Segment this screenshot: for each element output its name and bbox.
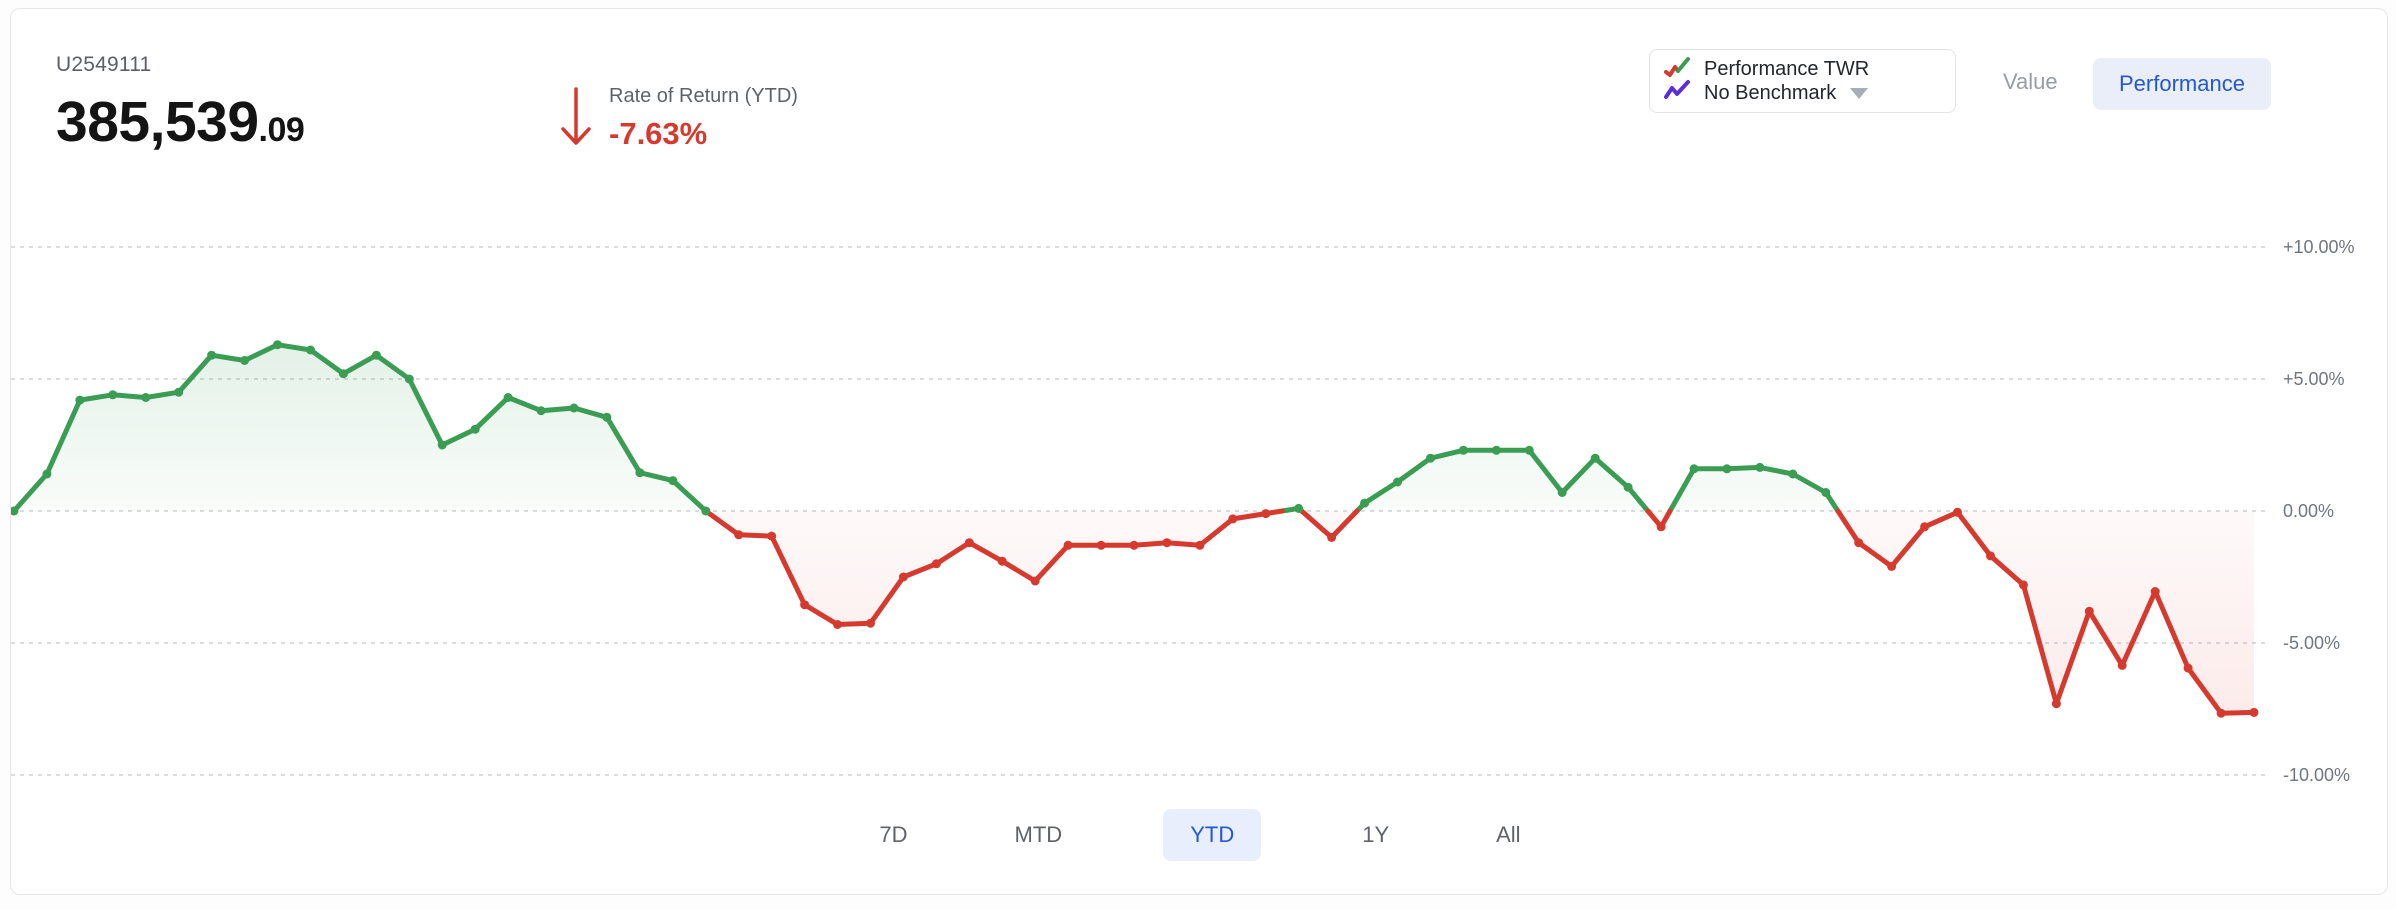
ytick-minus5: -5.00%	[2283, 633, 2341, 653]
performance-chart[interactable]	[9, 151, 2389, 811]
range-button-all[interactable]: All	[1496, 822, 1521, 847]
legend-label-benchmark: No Benchmark	[1704, 81, 1837, 104]
legend-item-performance-twr: Performance TWR	[1664, 55, 1941, 84]
chevron-down-icon	[1850, 87, 1869, 99]
rate-text: Rate of Return (YTD) -7.63%	[609, 85, 798, 152]
legend-label-performance-twr: Performance TWR	[1704, 57, 1870, 80]
account-summary: U2549111 385,539.09	[56, 53, 305, 155]
account-balance: 385,539.09	[56, 89, 305, 155]
rate-of-return-label: Rate of Return (YTD)	[609, 85, 798, 107]
ytick-plus10: +10.00%	[2283, 237, 2355, 257]
rate-of-return-value: -7.63%	[609, 116, 708, 151]
tab-performance[interactable]: Performance	[2093, 58, 2271, 110]
benchmark-dropdown[interactable]: No Benchmark	[1664, 79, 1941, 108]
performance-line-icon	[1664, 55, 1692, 84]
performance-card: U2549111 385,539.09 Rate of Return (YTD)…	[9, 8, 2389, 895]
performance-chart-svg	[9, 246, 2269, 776]
range-button-7d[interactable]: 7D	[879, 822, 908, 847]
ytick-zero: 0.00%	[2283, 501, 2335, 521]
account-id: U2549111	[56, 53, 152, 76]
balance-decimal: .09	[258, 111, 305, 149]
arrow-down-icon	[559, 85, 593, 156]
benchmark-line-icon	[1664, 79, 1692, 108]
tab-value[interactable]: Value	[2003, 69, 2058, 94]
range-button-1y[interactable]: 1Y	[1362, 822, 1390, 847]
rate-of-return: Rate of Return (YTD) -7.63%	[559, 85, 798, 156]
balance-integer: 385,539	[56, 90, 259, 154]
ytick-plus5: +5.00%	[2283, 369, 2345, 389]
legend-box: Performance TWR No Benchmark	[1649, 49, 1956, 113]
range-button-bar: 7D MTD YTD 1Y All	[11, 809, 2389, 861]
ytick-minus10: -10.00%	[2283, 765, 2351, 785]
range-button-ytd[interactable]: YTD	[1163, 809, 1262, 861]
range-button-mtd[interactable]: MTD	[1014, 822, 1063, 847]
